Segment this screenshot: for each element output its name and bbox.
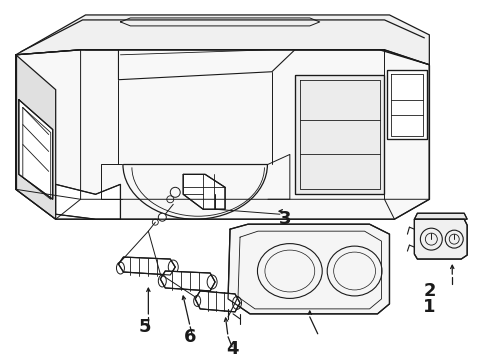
Polygon shape — [56, 184, 121, 219]
Text: 2: 2 — [424, 282, 437, 300]
Polygon shape — [388, 70, 427, 139]
Text: 3: 3 — [279, 210, 291, 228]
Polygon shape — [183, 174, 225, 209]
Text: 6: 6 — [184, 328, 196, 346]
Polygon shape — [16, 15, 429, 65]
Polygon shape — [295, 75, 385, 194]
Polygon shape — [415, 219, 467, 259]
Text: 1: 1 — [423, 298, 436, 316]
Text: 4: 4 — [226, 340, 238, 358]
Polygon shape — [415, 213, 467, 219]
Polygon shape — [16, 50, 429, 219]
Polygon shape — [160, 271, 215, 291]
Polygon shape — [195, 291, 240, 312]
Polygon shape — [19, 100, 53, 199]
Circle shape — [158, 213, 166, 221]
Polygon shape — [228, 224, 390, 314]
Polygon shape — [119, 257, 175, 275]
Text: 5: 5 — [139, 318, 151, 336]
Polygon shape — [16, 55, 56, 219]
